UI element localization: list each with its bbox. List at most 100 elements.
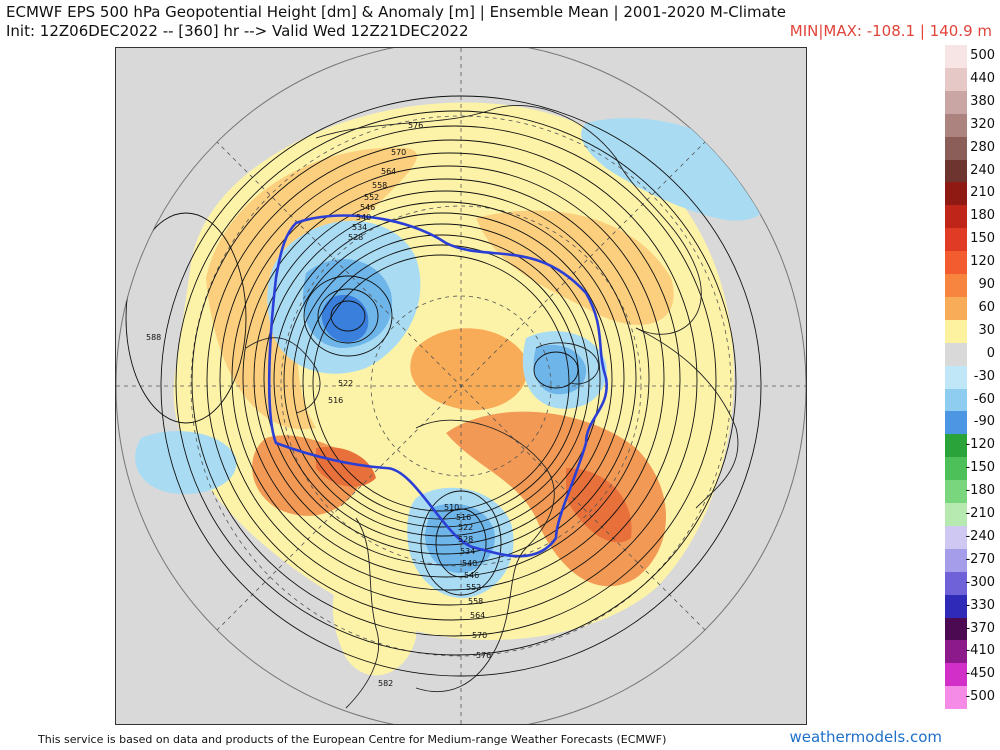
ecmwf-disclaimer: This service is based on data and produc…: [38, 733, 667, 746]
legend-label: -500: [965, 689, 995, 705]
legend-row: 120: [945, 251, 998, 275]
legend-row: -300: [945, 571, 998, 595]
contour-label: 528: [348, 233, 363, 242]
coastline-pacific-na: [345, 517, 380, 709]
contour-label: 516: [328, 396, 343, 405]
legend-label: -180: [965, 483, 995, 499]
contour-label: 570: [391, 148, 406, 157]
legend-label: -60: [973, 391, 995, 407]
legend-label: -450: [965, 666, 995, 682]
contour-label: 588: [146, 333, 161, 342]
legend-swatch: [945, 67, 967, 91]
init-valid-line: Init: 12Z06DEC2022 -- [360] hr --> Valid…: [6, 22, 469, 40]
legend-label: -90: [973, 414, 995, 430]
contour-label: 552: [466, 583, 481, 592]
legend-swatch: [945, 640, 967, 664]
legend-swatch: [945, 228, 967, 252]
anomaly-positive-max-east: [566, 468, 632, 543]
legend-label: -150: [965, 460, 995, 476]
contour-label: 552: [364, 193, 379, 202]
height-contour-line: [125, 212, 247, 424]
legend-row: -240: [945, 525, 998, 549]
legend-row: 90: [945, 274, 998, 297]
polar-stereographic-map: 576 570 564 558 552 546 540 534 528 522 …: [115, 47, 807, 725]
legend-label: -30: [973, 368, 995, 384]
anomaly-positive-mid-north: [476, 210, 674, 325]
coastline-scandinavia: [535, 342, 599, 385]
coastline-eurasia-north: [315, 105, 702, 335]
legend-swatch: [945, 251, 967, 275]
contour-labels: 576 570 564 558 552 546 540 534 528 522 …: [146, 121, 491, 688]
contour-label: 564: [470, 611, 485, 620]
height-contour-line: [263, 201, 625, 555]
coastline-europe: [635, 327, 739, 509]
legend-swatch: [945, 617, 967, 641]
legend-label: 60: [978, 299, 995, 315]
height-contour-line: [191, 125, 717, 637]
contour-label: 516: [456, 513, 471, 522]
legend-label: -410: [965, 643, 995, 659]
contour-label: 570: [472, 631, 487, 640]
contour-label: 540: [462, 559, 477, 568]
contour-label: 558: [372, 181, 387, 190]
map-canvas: 576 570 564 558 552 546 540 534 528 522 …: [116, 48, 806, 724]
legend-label: 280: [970, 139, 995, 155]
legend-label: -370: [965, 620, 995, 636]
height-contour-line: [435, 508, 487, 578]
legend-swatch: [945, 274, 967, 297]
anomaly-positive-max-west: [316, 447, 376, 487]
contour-label: 564: [381, 167, 396, 176]
legend-row: -270: [945, 548, 998, 572]
legend-label: 210: [970, 185, 995, 201]
contour-label: 510: [444, 503, 459, 512]
legend-swatch: [945, 342, 967, 366]
contour-label: 540: [356, 213, 371, 222]
legend-row: 280: [945, 136, 998, 160]
legend-row: -60: [945, 388, 998, 412]
legend-row: -410: [945, 640, 998, 664]
height-contour-line: [206, 139, 698, 621]
contour-label: 522: [338, 379, 353, 388]
legend-row: -30: [945, 365, 998, 389]
legend-swatch: [945, 457, 967, 481]
legend-swatch: [945, 686, 967, 710]
legend-row: -330: [945, 594, 998, 618]
height-contour-line: [303, 275, 393, 357]
anomaly-positive-mid-west: [206, 147, 417, 430]
legend-label: -300: [965, 574, 995, 590]
legend-label: -120: [965, 437, 995, 453]
legend-row: 500: [945, 45, 998, 68]
legend-swatch: [945, 503, 967, 526]
height-contour-line: [175, 110, 737, 656]
legend-swatch: [945, 365, 967, 389]
legend-swatch: [945, 594, 967, 618]
legend-swatch: [945, 571, 967, 595]
latitude-circle-60: [280, 205, 642, 567]
legend-label: 180: [970, 208, 995, 224]
height-contour-line: [253, 190, 637, 566]
legend-row: -500: [945, 686, 998, 710]
legend-label: 30: [978, 322, 995, 338]
chart-title: ECMWF EPS 500 hPa Geopotential Height [d…: [6, 3, 786, 21]
legend-label: 380: [970, 93, 995, 109]
height-contour-line: [219, 152, 681, 606]
contour-label: 546: [360, 203, 375, 212]
contour-label: 576: [408, 121, 423, 130]
legend-label: -330: [965, 597, 995, 613]
legend-label: 0: [986, 345, 995, 361]
meridian-line: [215, 140, 707, 632]
height-contour-line: [283, 223, 601, 537]
legend-label: 320: [970, 116, 995, 132]
legend-row: -210: [945, 503, 998, 526]
legend-swatch: [945, 296, 967, 320]
weathermodels-link[interactable]: weathermodels.com: [789, 728, 942, 746]
legend-row: -90: [945, 411, 998, 435]
legend-swatch: [945, 663, 967, 687]
height-contour-line: [312, 254, 570, 512]
height-contours: [125, 95, 762, 677]
legend-label: 240: [970, 162, 995, 178]
latitude-circle-40: [190, 115, 732, 657]
legend-row: -180: [945, 480, 998, 504]
legend-row: 240: [945, 159, 998, 183]
legend-label: -240: [965, 528, 995, 544]
